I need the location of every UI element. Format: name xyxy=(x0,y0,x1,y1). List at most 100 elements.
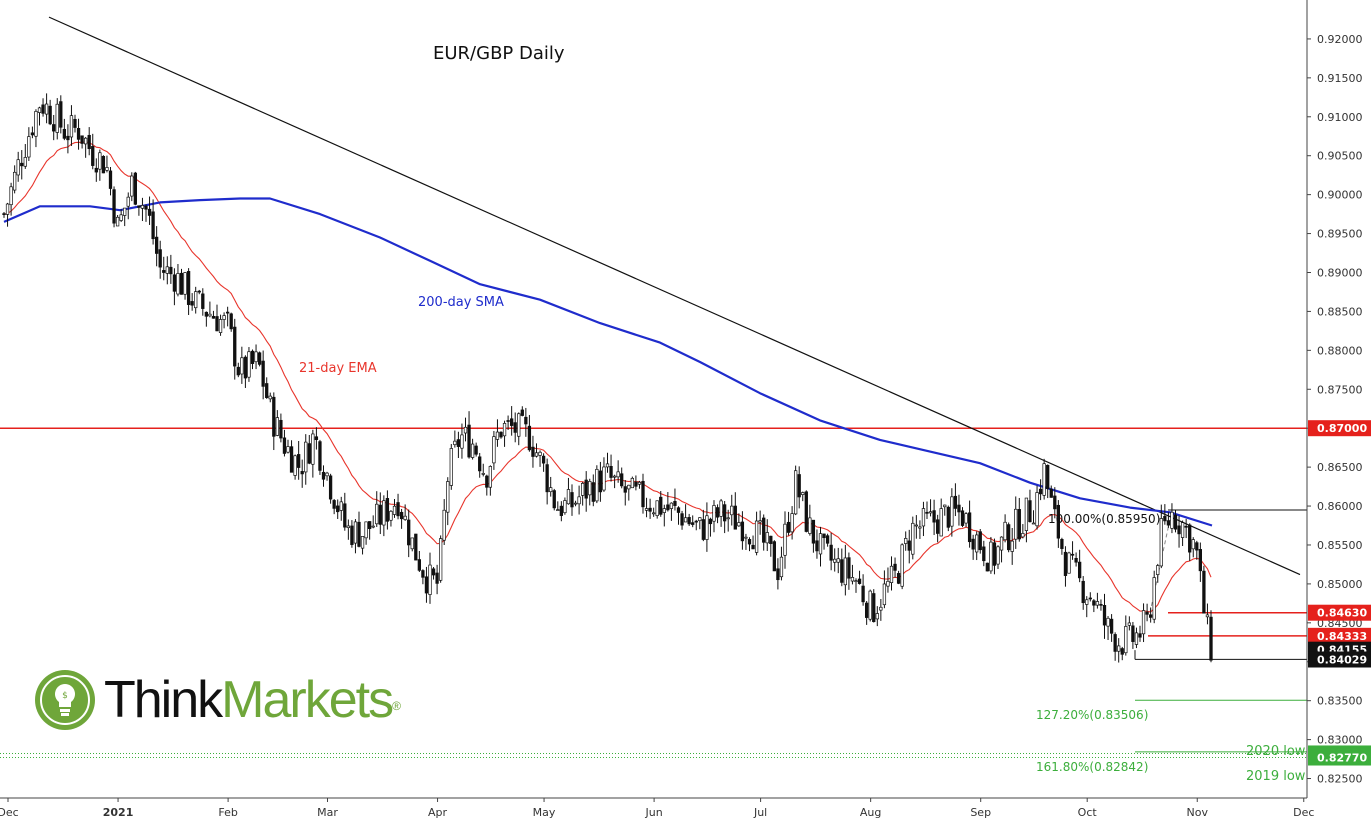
candle-up xyxy=(27,136,31,158)
candle-down xyxy=(265,383,269,398)
candle-up xyxy=(538,451,542,456)
candle-up xyxy=(488,466,492,488)
candle-down xyxy=(506,420,510,422)
candle-down xyxy=(527,425,532,451)
candle-down xyxy=(1102,605,1107,626)
candle-up xyxy=(1205,614,1210,618)
price-tag-label: 0.84333 xyxy=(1317,630,1367,643)
candle-up xyxy=(1003,521,1007,541)
candle-up xyxy=(627,484,631,490)
y-tick-label: 0.86000 xyxy=(1317,500,1363,513)
candle-up xyxy=(339,501,343,511)
candle-up xyxy=(449,448,453,486)
candle-down xyxy=(1120,648,1124,655)
candle-down xyxy=(1063,551,1068,576)
candle-down xyxy=(1028,500,1032,523)
low-2020-label: 2020 low xyxy=(1246,744,1306,759)
y-tick-label: 0.83500 xyxy=(1317,695,1363,708)
candle-down xyxy=(978,531,982,551)
candle-up xyxy=(115,216,120,227)
candle-down xyxy=(1049,488,1053,498)
candle-down xyxy=(786,521,791,533)
candle-up xyxy=(1134,632,1139,645)
candle-up xyxy=(1106,617,1110,627)
candle-up xyxy=(850,577,855,582)
candle-down xyxy=(307,443,311,464)
candle-down xyxy=(1046,464,1050,490)
candle-down xyxy=(261,360,265,387)
candle-up xyxy=(222,315,226,320)
candle-down xyxy=(797,474,801,498)
candle-down xyxy=(804,491,808,532)
candle-up xyxy=(719,500,723,517)
candle-up xyxy=(790,513,794,533)
candle-down xyxy=(1109,618,1114,634)
candle-up xyxy=(730,505,734,516)
candle-down xyxy=(740,521,745,542)
y-tick-label: 0.89000 xyxy=(1317,266,1363,279)
svg-text:$: $ xyxy=(62,691,68,701)
candle-up xyxy=(939,508,943,537)
candle-down xyxy=(417,559,421,571)
candle-down xyxy=(1188,524,1192,553)
candle-down xyxy=(80,135,84,144)
candle-down xyxy=(211,315,216,319)
candle-down xyxy=(357,521,361,547)
candle-down xyxy=(421,570,425,578)
candle-up xyxy=(470,443,475,458)
candle-down xyxy=(414,533,418,561)
fib-127-label: 127.20%(0.83506) xyxy=(1036,708,1148,722)
x-tick-label: Feb xyxy=(218,806,237,819)
candle-down xyxy=(137,205,141,208)
candle-up xyxy=(602,466,606,491)
candle-up xyxy=(1117,645,1121,652)
candle-up xyxy=(98,152,102,170)
candle-down xyxy=(1163,515,1167,522)
candle-down xyxy=(829,544,833,561)
candle-down xyxy=(20,162,24,167)
candle-down xyxy=(147,208,152,216)
y-tick-label: 0.82500 xyxy=(1317,773,1363,786)
candle-down xyxy=(659,496,663,515)
candle-up xyxy=(492,436,496,464)
candle-down xyxy=(158,249,162,268)
candle-up xyxy=(918,526,922,529)
candle-down xyxy=(1184,525,1188,528)
candle-down xyxy=(935,519,940,534)
candle-up xyxy=(637,481,642,485)
candle-down xyxy=(872,593,876,623)
price-tag xyxy=(1308,627,1371,644)
price-tag-label: 0.84029 xyxy=(1317,653,1367,666)
candles xyxy=(2,93,1213,663)
candle-down xyxy=(378,504,382,525)
candle-down xyxy=(1166,520,1171,526)
candle-down xyxy=(967,512,972,543)
candle-up xyxy=(304,441,308,473)
candle-down xyxy=(59,101,63,128)
candle-up xyxy=(655,500,659,517)
candle-up xyxy=(130,175,134,197)
y-tick-label: 0.85000 xyxy=(1317,578,1363,591)
candle-down xyxy=(676,507,681,513)
candle-up xyxy=(1085,599,1089,605)
candle-down xyxy=(407,519,411,546)
candle-down xyxy=(985,562,989,572)
candle-up xyxy=(854,580,858,582)
y-tick-label: 0.85500 xyxy=(1317,539,1363,552)
candle-down xyxy=(1074,557,1078,563)
candle-up xyxy=(651,512,656,515)
candle-down xyxy=(513,422,517,433)
candle-down xyxy=(250,350,255,364)
candle-up xyxy=(268,395,272,400)
candle-down xyxy=(155,236,159,254)
overlay-lines xyxy=(0,16,1307,759)
candle-down xyxy=(932,510,936,523)
ema-line xyxy=(3,141,1212,613)
candle-down xyxy=(776,568,780,581)
candle-down xyxy=(396,502,400,517)
candle-up xyxy=(833,558,837,563)
candle-down xyxy=(435,572,439,584)
candle-up xyxy=(928,511,933,514)
price-tag xyxy=(1308,651,1371,668)
candle-down xyxy=(1038,488,1043,495)
